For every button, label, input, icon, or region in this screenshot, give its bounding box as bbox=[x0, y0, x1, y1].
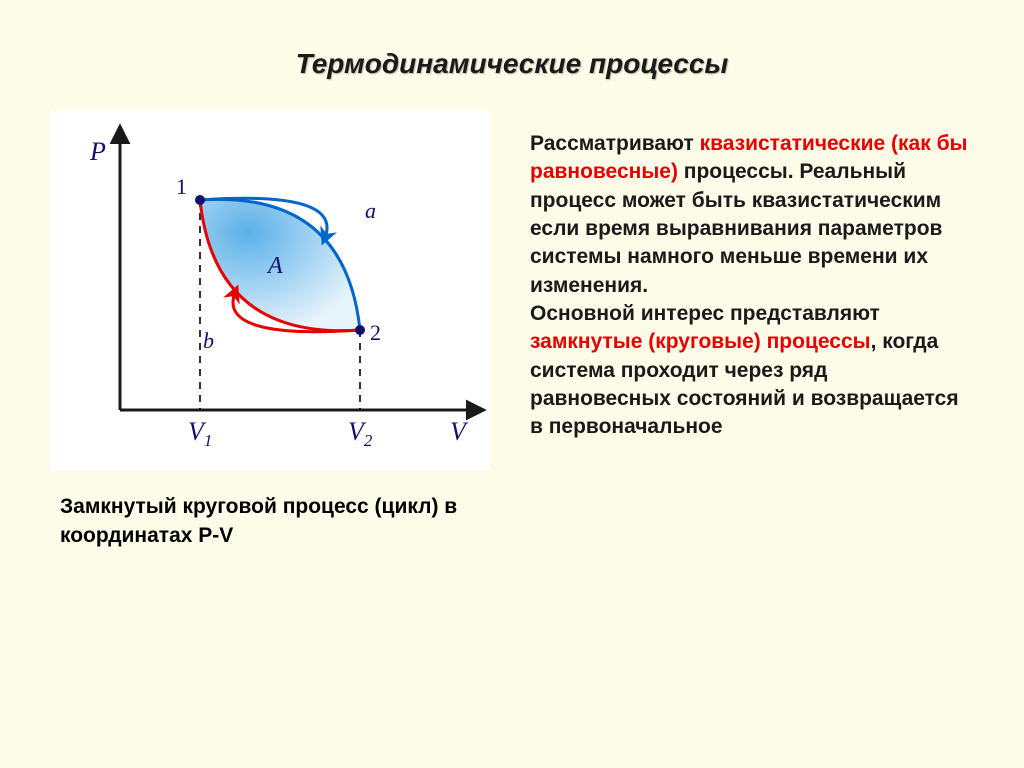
svg-text:2: 2 bbox=[370, 320, 381, 345]
svg-text:a: a bbox=[365, 198, 376, 223]
seg1: Рассматривают bbox=[530, 132, 700, 155]
paragraph-2: Основной интерес представляют замкнутые … bbox=[530, 300, 974, 442]
content-row: PV12abAV1V2 Замкнутый круговой процесс (… bbox=[0, 80, 1024, 551]
svg-text:V2: V2 bbox=[348, 417, 373, 450]
svg-text:b: b bbox=[203, 328, 214, 353]
seg4: Основной интерес представляют bbox=[530, 302, 880, 325]
svg-text:P: P bbox=[89, 137, 106, 166]
paragraph-1: Рассматривают квазистатические (как бы р… bbox=[530, 130, 974, 300]
svg-text:V: V bbox=[450, 417, 469, 446]
seg5: замкнутые (круговые) процессы bbox=[530, 330, 871, 353]
text-column: Рассматривают квазистатические (как бы р… bbox=[530, 110, 974, 551]
svg-text:A: A bbox=[266, 253, 283, 279]
page-title: Термодинамические процессы bbox=[0, 0, 1024, 80]
left-column: PV12abAV1V2 Замкнутый круговой процесс (… bbox=[50, 110, 530, 551]
pv-diagram: PV12abAV1V2 bbox=[50, 110, 490, 470]
svg-text:V1: V1 bbox=[188, 417, 212, 450]
svg-text:1: 1 bbox=[176, 174, 187, 199]
diagram-caption: Замкнутый круговой процесс (цикл) в коор… bbox=[50, 492, 510, 551]
